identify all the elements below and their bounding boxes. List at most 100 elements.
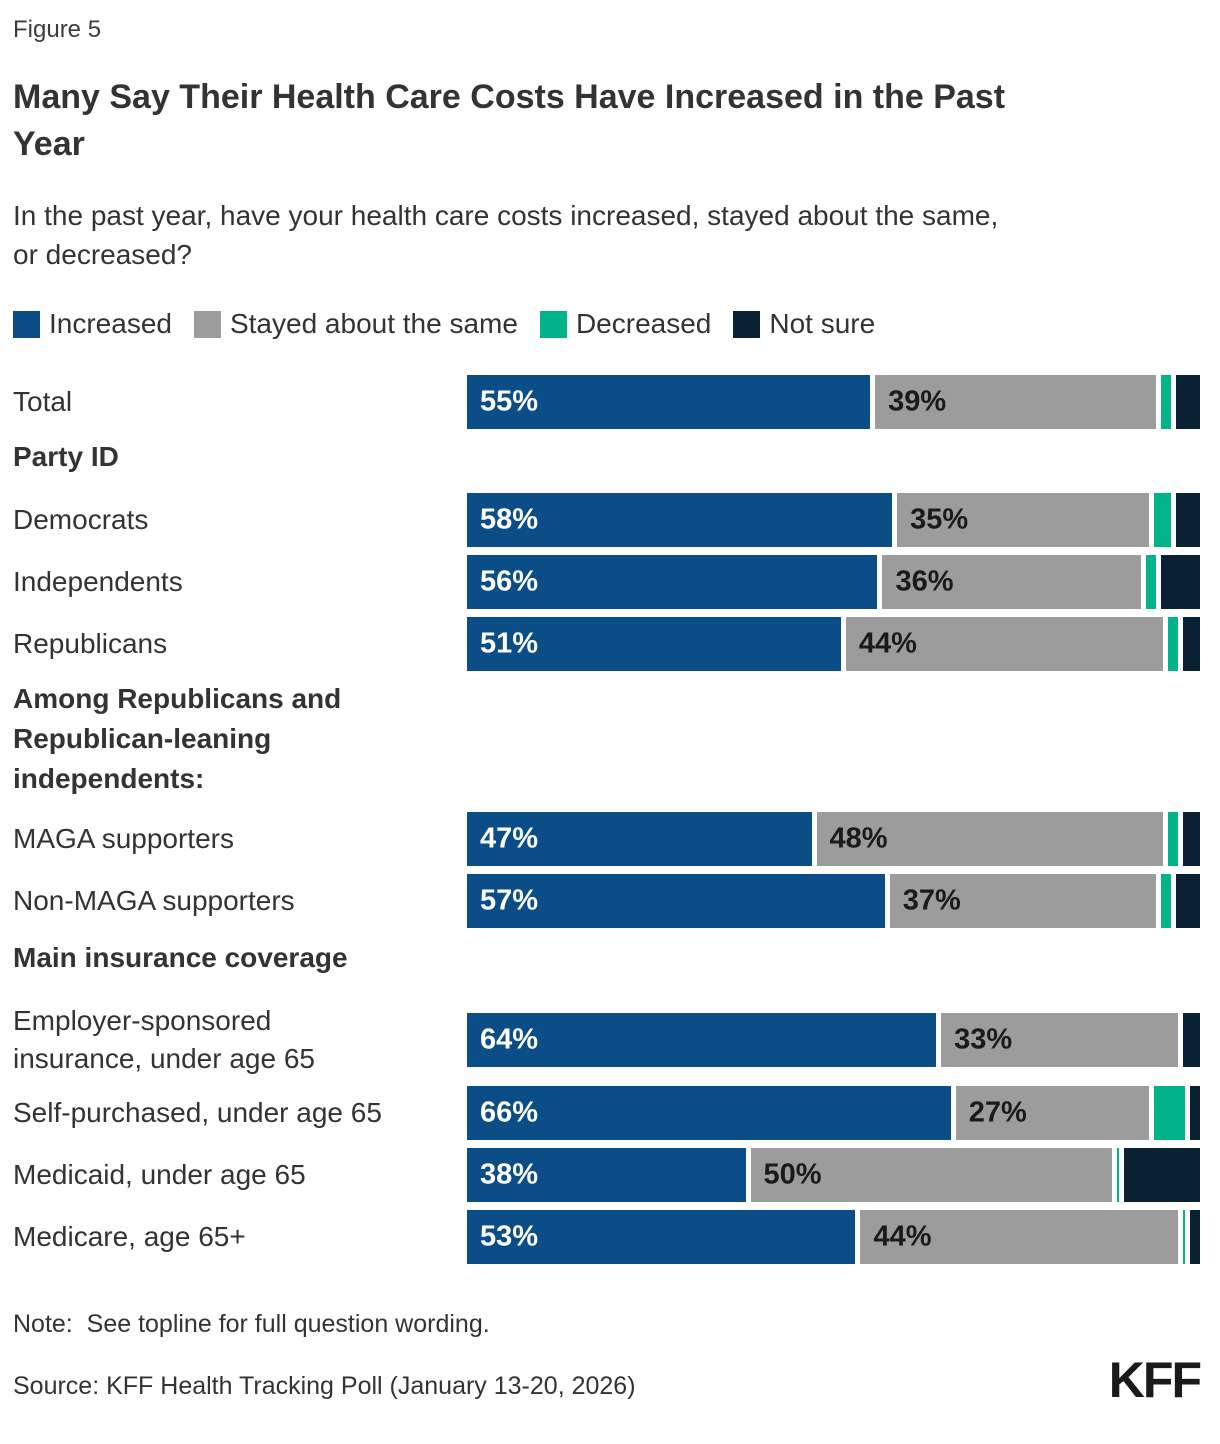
legend-label: Decreased	[575, 308, 712, 339]
bar-segment-increased: 47%	[467, 812, 812, 866]
chart-row: Democrats 58% 35%	[13, 493, 1204, 547]
bar-segment-increased: 53%	[467, 1210, 856, 1264]
bar-segment-increased: 56%	[467, 555, 878, 609]
bar-segment-decreased	[1156, 874, 1171, 928]
bar-segment-stayed_same: 48%	[811, 812, 1164, 866]
chart-row: Employer-sponsored insurance, under age …	[13, 1002, 1204, 1078]
bar-segment-decreased	[1148, 493, 1171, 547]
segment-value-label: 44%	[873, 1220, 932, 1253]
bar-segment-stayed_same: 33%	[936, 1013, 1178, 1067]
bar-segment-not_sure	[1177, 1013, 1200, 1067]
segment-value-label: 39%	[888, 385, 947, 418]
legend-item: Stayed about the same	[193, 308, 518, 340]
bar-segment-stayed_same: 36%	[877, 555, 1142, 609]
legend-item: Decreased	[539, 308, 712, 340]
bar-segment-decreased	[1148, 1086, 1186, 1140]
page-title: Many Say Their Health Care Costs Have In…	[13, 78, 1006, 163]
bar-segment-stayed_same: 27%	[950, 1086, 1149, 1140]
segment-value-label: 36%	[895, 565, 954, 598]
legend-item: Not sure	[733, 308, 875, 340]
chart-row: Non-MAGA supporters 57% 37%	[13, 874, 1204, 928]
bar-segment-increased: 55%	[467, 375, 871, 429]
legend-label: Not sure	[769, 308, 876, 339]
segment-value-label: 64%	[480, 1023, 539, 1056]
section-header: Main insurance coverage	[13, 942, 348, 973]
chart-row: Total 55% 39%	[13, 375, 1204, 429]
bar-segment-stayed_same: 50%	[745, 1148, 1113, 1202]
bar-segment-stayed_same: 44%	[840, 617, 1164, 671]
legend: Increased Stayed about the same Decreased N…	[13, 308, 1204, 340]
bar-segment-decreased	[1163, 812, 1178, 866]
subtitle: In the past year, have your health care …	[13, 200, 999, 270]
segment-value-label: 35%	[910, 503, 969, 536]
bar-track: 55% 39%	[467, 375, 1200, 429]
row-label: Self-purchased, under age 65	[13, 1097, 382, 1128]
segment-value-label: 37%	[902, 884, 961, 917]
bar-segment-not_sure	[1170, 375, 1200, 429]
segment-value-label: 57%	[480, 884, 539, 917]
bar-segment-increased: 57%	[467, 874, 885, 928]
row-label: Medicaid, under age 65	[13, 1159, 306, 1190]
bar-segment-decreased	[1163, 617, 1178, 671]
bar-segment-not_sure	[1170, 493, 1200, 547]
chart-row: Republicans 51% 44%	[13, 617, 1204, 671]
bar-segment-not_sure	[1185, 1086, 1200, 1140]
chart-row: Self-purchased, under age 65 66% 27%	[13, 1086, 1204, 1140]
bar-track: 56% 36%	[467, 555, 1200, 609]
bar-segment-increased: 64%	[467, 1013, 937, 1067]
row-label: Total	[13, 386, 73, 417]
bar-track: 53% 44%	[467, 1210, 1200, 1264]
legend-label: Stayed about the same	[229, 308, 518, 339]
chart: Total 55% 39% Party ID Democrats 58% 35% Indepe…	[13, 375, 1204, 1264]
note-text: Note: See topline for full question word…	[13, 1310, 490, 1338]
segment-value-label: 48%	[829, 822, 888, 855]
bar-track: 57% 37%	[467, 874, 1200, 928]
bar-segment-not_sure	[1119, 1148, 1200, 1202]
bar-segment-not_sure	[1170, 874, 1200, 928]
row-label: MAGA supporters	[13, 823, 234, 854]
figure-container: Figure 5 Many Say Their Health Care Cost…	[13, 16, 1204, 1408]
kff-logo: KFF	[1108, 1352, 1202, 1408]
bar-track: 66% 27%	[467, 1086, 1200, 1140]
bar-segment-decreased	[1112, 1148, 1120, 1202]
decreased-swatch-icon	[539, 310, 567, 338]
row-label: Employer-sponsored insurance, under age …	[13, 1005, 315, 1074]
section-header: Among Republicans and Republican-leaning…	[13, 683, 342, 794]
segment-value-label: 58%	[480, 503, 539, 536]
bar-segment-stayed_same: 35%	[892, 493, 1149, 547]
chart-row: Independents 56% 36%	[13, 555, 1204, 609]
increased-swatch-icon	[13, 310, 40, 338]
bar-segment-decreased	[1156, 375, 1171, 429]
chart-row: Medicaid, under age 65 38% 50%	[13, 1148, 1204, 1202]
bar-segment-decreased	[1178, 1210, 1186, 1264]
segment-value-label: 44%	[858, 627, 917, 660]
bar-segment-not_sure	[1185, 1210, 1200, 1264]
segment-value-label: 53%	[480, 1220, 539, 1253]
bar-track: 51% 44%	[467, 617, 1200, 671]
bar-segment-increased: 66%	[467, 1086, 951, 1140]
bar-segment-decreased	[1141, 555, 1156, 609]
bar-segment-stayed_same: 39%	[870, 375, 1156, 429]
bar-segment-increased: 58%	[467, 493, 893, 547]
segment-value-label: 56%	[480, 565, 539, 598]
row-label: Medicare, age 65+	[13, 1221, 246, 1252]
bar-track: 58% 35%	[467, 493, 1200, 547]
bar-segment-stayed_same: 37%	[884, 874, 1156, 928]
segment-value-label: 55%	[480, 385, 539, 418]
not_sure-swatch-icon	[733, 310, 761, 338]
segment-value-label: 33%	[954, 1023, 1013, 1056]
chart-row: Medicare, age 65+ 53% 44%	[13, 1210, 1204, 1264]
segment-value-label: 38%	[480, 1158, 539, 1191]
legend-item: Increased	[13, 308, 172, 340]
bar-segment-increased: 51%	[467, 617, 841, 671]
segment-value-label: 47%	[480, 822, 539, 855]
bar-segment-not_sure	[1156, 555, 1200, 609]
row-label: Independents	[13, 566, 183, 597]
stayed_same-swatch-icon	[193, 310, 221, 338]
bar-segment-stayed_same: 44%	[855, 1210, 1178, 1264]
segment-value-label: 51%	[480, 627, 539, 660]
bar-segment-not_sure	[1177, 812, 1200, 866]
legend-label: Increased	[49, 308, 172, 339]
section-header: Party ID	[13, 441, 119, 472]
figure-number: Figure 5	[13, 16, 102, 43]
